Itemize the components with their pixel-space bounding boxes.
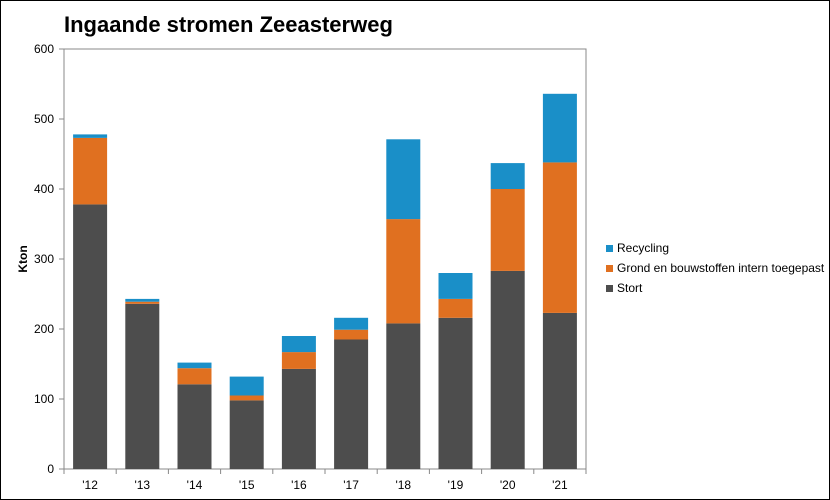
- x-tick-label: '12: [82, 478, 98, 492]
- x-tick-label: '14: [187, 478, 203, 492]
- bar-stort: [73, 204, 108, 469]
- bar-grond: [177, 368, 212, 385]
- y-tick-label: 200: [34, 322, 54, 336]
- bar-recycling: [438, 273, 473, 299]
- bar-stort: [177, 384, 212, 469]
- x-tick-label: '17: [343, 478, 359, 492]
- bar-grond: [281, 352, 316, 369]
- bar-grond: [386, 219, 421, 324]
- x-tick-label: '20: [500, 478, 516, 492]
- chart-legend: Recycling Grond en bouwstoffen intern toe…: [606, 238, 824, 298]
- bar-grond: [125, 301, 160, 304]
- bar-stort: [542, 312, 577, 469]
- bar-grond: [490, 189, 525, 271]
- bar-recycling: [229, 376, 264, 396]
- bar-recycling: [177, 362, 212, 369]
- bar-recycling: [386, 139, 421, 220]
- bar-grond: [438, 298, 473, 318]
- bar-recycling: [281, 336, 316, 353]
- y-tick-label: 600: [34, 42, 54, 56]
- x-tick-label: '18: [395, 478, 411, 492]
- x-tick-label: '15: [239, 478, 255, 492]
- bar-stort: [334, 339, 369, 469]
- x-tick-label: '16: [291, 478, 307, 492]
- bar-grond: [229, 395, 264, 401]
- legend-item: Stort: [606, 278, 824, 298]
- x-tick-label: '21: [552, 478, 568, 492]
- bar-stort: [229, 400, 264, 469]
- y-axis-label: Kton: [16, 245, 30, 272]
- y-tick-label: 0: [47, 462, 54, 476]
- legend-swatch: [606, 284, 613, 292]
- legend-swatch: [606, 264, 613, 272]
- bar-stort: [490, 270, 525, 469]
- legend-swatch: [606, 244, 613, 252]
- y-tick-label: 300: [34, 252, 54, 266]
- chart-title: Ingaande stromen Zeeasterweg: [64, 12, 393, 37]
- legend-item: Recycling: [606, 238, 824, 258]
- bar-stort: [281, 368, 316, 469]
- legend-item: Grond en bouwstoffen intern toegepast: [606, 258, 824, 278]
- bar-grond: [334, 329, 369, 340]
- bar-stort: [438, 317, 473, 469]
- bar-grond: [542, 162, 577, 313]
- legend-label: Stort: [617, 281, 643, 295]
- x-tick-label: '19: [448, 478, 464, 492]
- bar-recycling: [125, 298, 160, 302]
- legend-label: Recycling: [617, 241, 670, 255]
- x-tick-label: '13: [134, 478, 150, 492]
- bar-recycling: [73, 134, 108, 138]
- bar-stort: [386, 323, 421, 469]
- legend-label: Grond en bouwstoffen intern toegepast: [617, 261, 825, 275]
- bar-recycling: [490, 163, 525, 189]
- bar-grond: [73, 137, 108, 205]
- bar-stort: [125, 303, 160, 469]
- bar-recycling: [334, 317, 369, 330]
- bar-recycling: [542, 93, 577, 163]
- y-tick-label: 100: [34, 392, 54, 406]
- y-tick-label: 500: [34, 112, 54, 126]
- y-tick-label: 400: [34, 182, 54, 196]
